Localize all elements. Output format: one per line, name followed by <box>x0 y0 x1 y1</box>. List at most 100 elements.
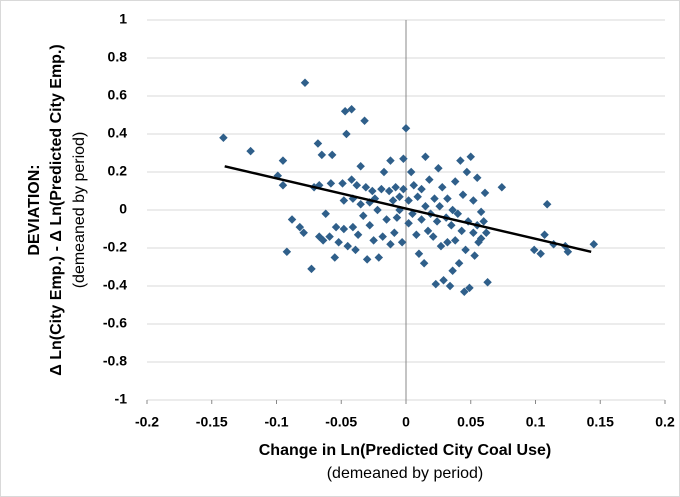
x-tick-label: -0.05 <box>325 414 357 430</box>
point <box>317 150 327 160</box>
point <box>299 228 308 238</box>
point <box>399 184 408 194</box>
x-axis-note: (demeaned by period) <box>327 465 484 482</box>
y-tick-label: 0.4 <box>108 125 128 141</box>
x-tick-label: 0.05 <box>457 414 484 430</box>
point <box>419 258 429 268</box>
point <box>476 234 486 243</box>
point <box>351 245 360 255</box>
point <box>435 201 444 211</box>
point <box>278 181 288 190</box>
point <box>450 177 460 186</box>
point <box>412 230 421 239</box>
point <box>382 215 391 224</box>
point <box>278 156 288 165</box>
point <box>480 188 490 198</box>
point <box>483 277 492 287</box>
point <box>458 190 468 200</box>
point <box>404 219 413 228</box>
point <box>369 236 378 245</box>
point <box>421 201 430 211</box>
point <box>409 181 419 190</box>
point <box>287 215 297 224</box>
point <box>219 133 228 143</box>
point <box>431 279 441 289</box>
point <box>456 156 465 165</box>
point <box>348 222 358 232</box>
point <box>282 247 292 257</box>
point <box>353 230 363 239</box>
point <box>460 287 469 296</box>
point <box>397 238 407 247</box>
point <box>447 220 456 230</box>
point <box>465 283 474 293</box>
point <box>399 154 408 163</box>
point <box>439 276 448 285</box>
x-tick-label: -0.2 <box>135 414 159 430</box>
y-axis-title: DEVIATION: Δ Ln(City Emp.) - Δ Ln(Predic… <box>26 44 88 375</box>
point <box>347 175 356 184</box>
point <box>378 232 387 241</box>
point <box>445 281 455 291</box>
point <box>368 186 377 196</box>
y-tick-label: 1 <box>119 11 127 27</box>
point <box>470 251 479 260</box>
x-tick-label: -0.1 <box>264 414 288 430</box>
x-tick-label: 0.1 <box>526 414 546 430</box>
point <box>386 156 395 165</box>
point <box>438 182 447 192</box>
point <box>443 238 452 247</box>
point <box>330 253 340 262</box>
y-axis-label: Δ Ln(City Emp.) - Δ Ln(Predicted City Em… <box>48 44 65 375</box>
point <box>338 179 347 188</box>
point <box>448 266 457 276</box>
point <box>327 150 337 160</box>
point <box>401 124 411 133</box>
point <box>339 196 349 205</box>
point <box>326 179 336 188</box>
point <box>469 228 478 238</box>
point <box>472 173 482 182</box>
point <box>434 163 443 173</box>
y-tick-label: -0.4 <box>103 277 127 293</box>
point <box>432 217 442 226</box>
point <box>373 205 382 215</box>
point <box>428 232 438 241</box>
y-tick-label: -1 <box>115 391 128 407</box>
x-tick-label: 0.15 <box>587 414 614 430</box>
point <box>307 264 316 274</box>
point <box>423 226 433 236</box>
point <box>461 245 470 255</box>
point <box>479 217 488 226</box>
point <box>414 249 424 258</box>
point <box>453 209 463 219</box>
point <box>482 228 491 238</box>
point <box>356 162 365 171</box>
point <box>392 213 402 222</box>
x-tick-label: 0 <box>402 414 410 430</box>
point <box>469 196 478 205</box>
point <box>246 146 255 156</box>
point <box>497 182 507 192</box>
point <box>318 236 328 245</box>
point <box>347 105 356 114</box>
point <box>425 175 434 184</box>
point <box>390 228 399 238</box>
point <box>406 167 416 177</box>
point <box>436 241 446 251</box>
trendline <box>224 165 592 254</box>
point <box>295 222 305 232</box>
y-tick-label: -0.6 <box>103 315 127 331</box>
point <box>462 167 472 177</box>
y-tick-label: 0.8 <box>108 49 128 65</box>
point <box>362 255 372 264</box>
point <box>365 220 374 230</box>
point <box>395 192 404 201</box>
point <box>361 182 371 192</box>
point <box>325 232 334 241</box>
point <box>448 205 457 215</box>
x-tick-label: 0.2 <box>655 414 675 430</box>
point <box>454 258 464 268</box>
y-axis-note: (demeaned by period) <box>71 132 88 289</box>
point <box>360 116 369 125</box>
